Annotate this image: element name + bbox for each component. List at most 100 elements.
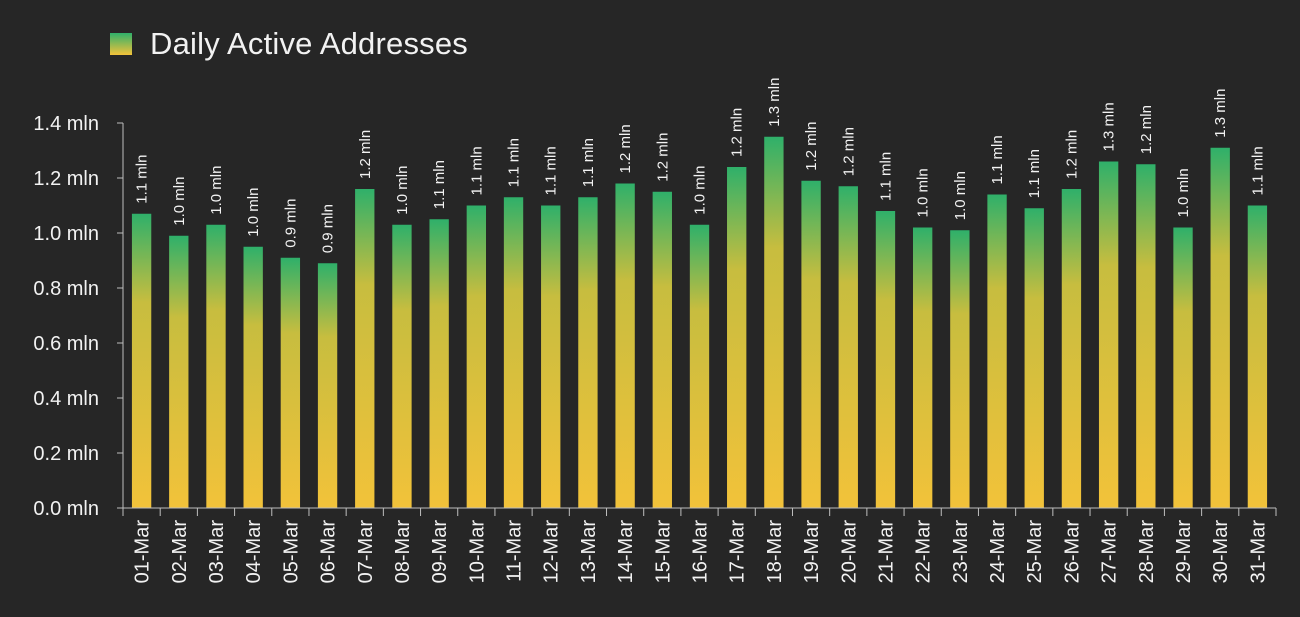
data-label: 1.2 mln (1138, 105, 1155, 154)
bar (1098, 161, 1119, 508)
x-tick-label: 02-Mar (169, 520, 191, 584)
x-tick-label: 11-Mar (504, 520, 526, 582)
bar (912, 227, 933, 508)
data-label: 1.1 mln (1249, 146, 1266, 195)
y-tick-label: 0.4 mln (33, 388, 99, 410)
x-tick-label: 06-Mar (318, 520, 340, 584)
data-label: 1.2 mln (617, 124, 634, 173)
data-label: 1.2 mln (840, 127, 857, 176)
legend-swatch (110, 33, 132, 55)
data-label: 1.2 mln (1063, 130, 1080, 179)
x-tick-label: 26-Mar (1061, 520, 1083, 584)
x-tick-label: 13-Mar (578, 520, 600, 584)
data-label: 1.0 mln (171, 177, 188, 226)
data-label: 1.1 mln (543, 146, 560, 195)
y-tick-label: 1.4 mln (33, 113, 99, 135)
bar (503, 197, 524, 508)
data-label: 1.1 mln (989, 135, 1006, 184)
data-label: 1.1 mln (580, 138, 597, 187)
x-tick-label: 10-Mar (466, 520, 488, 584)
y-tick-label: 0.0 mln (33, 498, 99, 520)
legend: Daily Active Addresses (110, 26, 468, 62)
bar (764, 136, 784, 508)
x-tick-label: 30-Mar (1210, 520, 1232, 584)
bar (131, 213, 152, 508)
x-tick-label: 20-Mar (838, 520, 860, 584)
bar (1024, 208, 1044, 508)
x-tick-label: 07-Mar (355, 520, 377, 584)
y-tick-label: 0.6 mln (33, 333, 99, 355)
data-label: 1.1 mln (1026, 149, 1043, 198)
bar (169, 235, 189, 508)
data-label: 1.0 mln (952, 171, 969, 220)
x-tick-label: 01-Mar (132, 520, 154, 584)
x-tick-label: 29-Mar (1173, 520, 1195, 584)
x-tick-label: 17-Mar (727, 520, 749, 584)
y-axis: 0.0 mln 0.2 mln 0.4 mln 0.6 mln 0.8 mln 1.0 m… (33, 113, 124, 520)
x-tick-label: 18-Mar (764, 520, 786, 584)
x-tick-label: 19-Mar (801, 520, 823, 584)
bar (838, 186, 858, 508)
bar (317, 263, 338, 508)
bar (578, 197, 598, 508)
bar (392, 224, 412, 508)
bar (652, 191, 672, 508)
bar (355, 189, 375, 508)
bar (950, 230, 970, 508)
bar (243, 246, 263, 508)
data-label: 1.1 mln (134, 155, 151, 204)
data-label: 1.2 mln (357, 130, 374, 179)
x-tick-label: 14-Mar (615, 520, 637, 584)
data-labels: 1.1 mln 1.0 mln 1.0 mln 1.0 mln 0.9 mln 0.9 m… (134, 78, 1267, 254)
x-tick-label: 22-Mar (913, 520, 935, 584)
data-label: 0.9 mln (282, 199, 299, 248)
x-tick-label: 04-Mar (243, 520, 265, 584)
bar (801, 180, 821, 508)
x-tick-label: 03-Mar (206, 520, 228, 584)
data-label: 1.1 mln (431, 160, 448, 209)
data-label: 1.3 mln (766, 78, 783, 127)
data-label: 0.9 mln (320, 204, 337, 253)
x-tick-label: 28-Mar (1136, 520, 1158, 584)
y-tick-label: 0.8 mln (33, 278, 99, 300)
x-tick-label: 27-Mar (1099, 520, 1121, 584)
y-tick-label: 0.2 mln (33, 443, 99, 465)
data-label: 1.3 mln (1212, 89, 1229, 138)
data-label: 1.2 mln (654, 133, 671, 182)
data-label: 1.2 mln (729, 108, 746, 157)
x-axis: 01-Mar 02-Mar 03-Mar 04-Mar 05-Mar 06-Mar 07-M… (122, 507, 1277, 584)
data-label: 1.0 mln (1175, 168, 1192, 217)
bar (1247, 205, 1268, 508)
data-label: 1.2 mln (803, 122, 820, 171)
data-label: 1.0 mln (394, 166, 411, 215)
bar (1210, 147, 1230, 508)
bar (1173, 227, 1193, 508)
data-label: 1.0 mln (245, 188, 262, 237)
x-tick-label: 09-Mar (429, 520, 451, 584)
bar (429, 219, 449, 508)
x-tick-label: 24-Mar (987, 520, 1009, 584)
data-label: 1.0 mln (692, 166, 709, 215)
y-tick-label: 1.0 mln (33, 223, 99, 245)
x-tick-label: 25-Mar (1024, 520, 1046, 584)
bar (1061, 189, 1082, 508)
legend-label: Daily Active Addresses (150, 26, 468, 61)
bar (987, 194, 1007, 508)
bar (466, 205, 487, 508)
x-tick-label: 08-Mar (392, 520, 414, 584)
x-tick-label: 12-Mar (541, 520, 563, 584)
bar (615, 183, 635, 508)
bar (206, 224, 226, 508)
bar (1136, 164, 1156, 508)
data-label: 1.0 mln (915, 168, 932, 217)
data-label: 1.1 mln (468, 146, 485, 195)
data-label: 1.3 mln (1101, 102, 1118, 151)
bar (875, 211, 896, 508)
data-label: 1.1 mln (877, 152, 894, 201)
bar (541, 205, 561, 508)
data-label: 1.1 mln (506, 138, 523, 187)
bar (689, 224, 710, 508)
bar (280, 257, 301, 508)
x-tick-label: 21-Mar (875, 520, 897, 584)
